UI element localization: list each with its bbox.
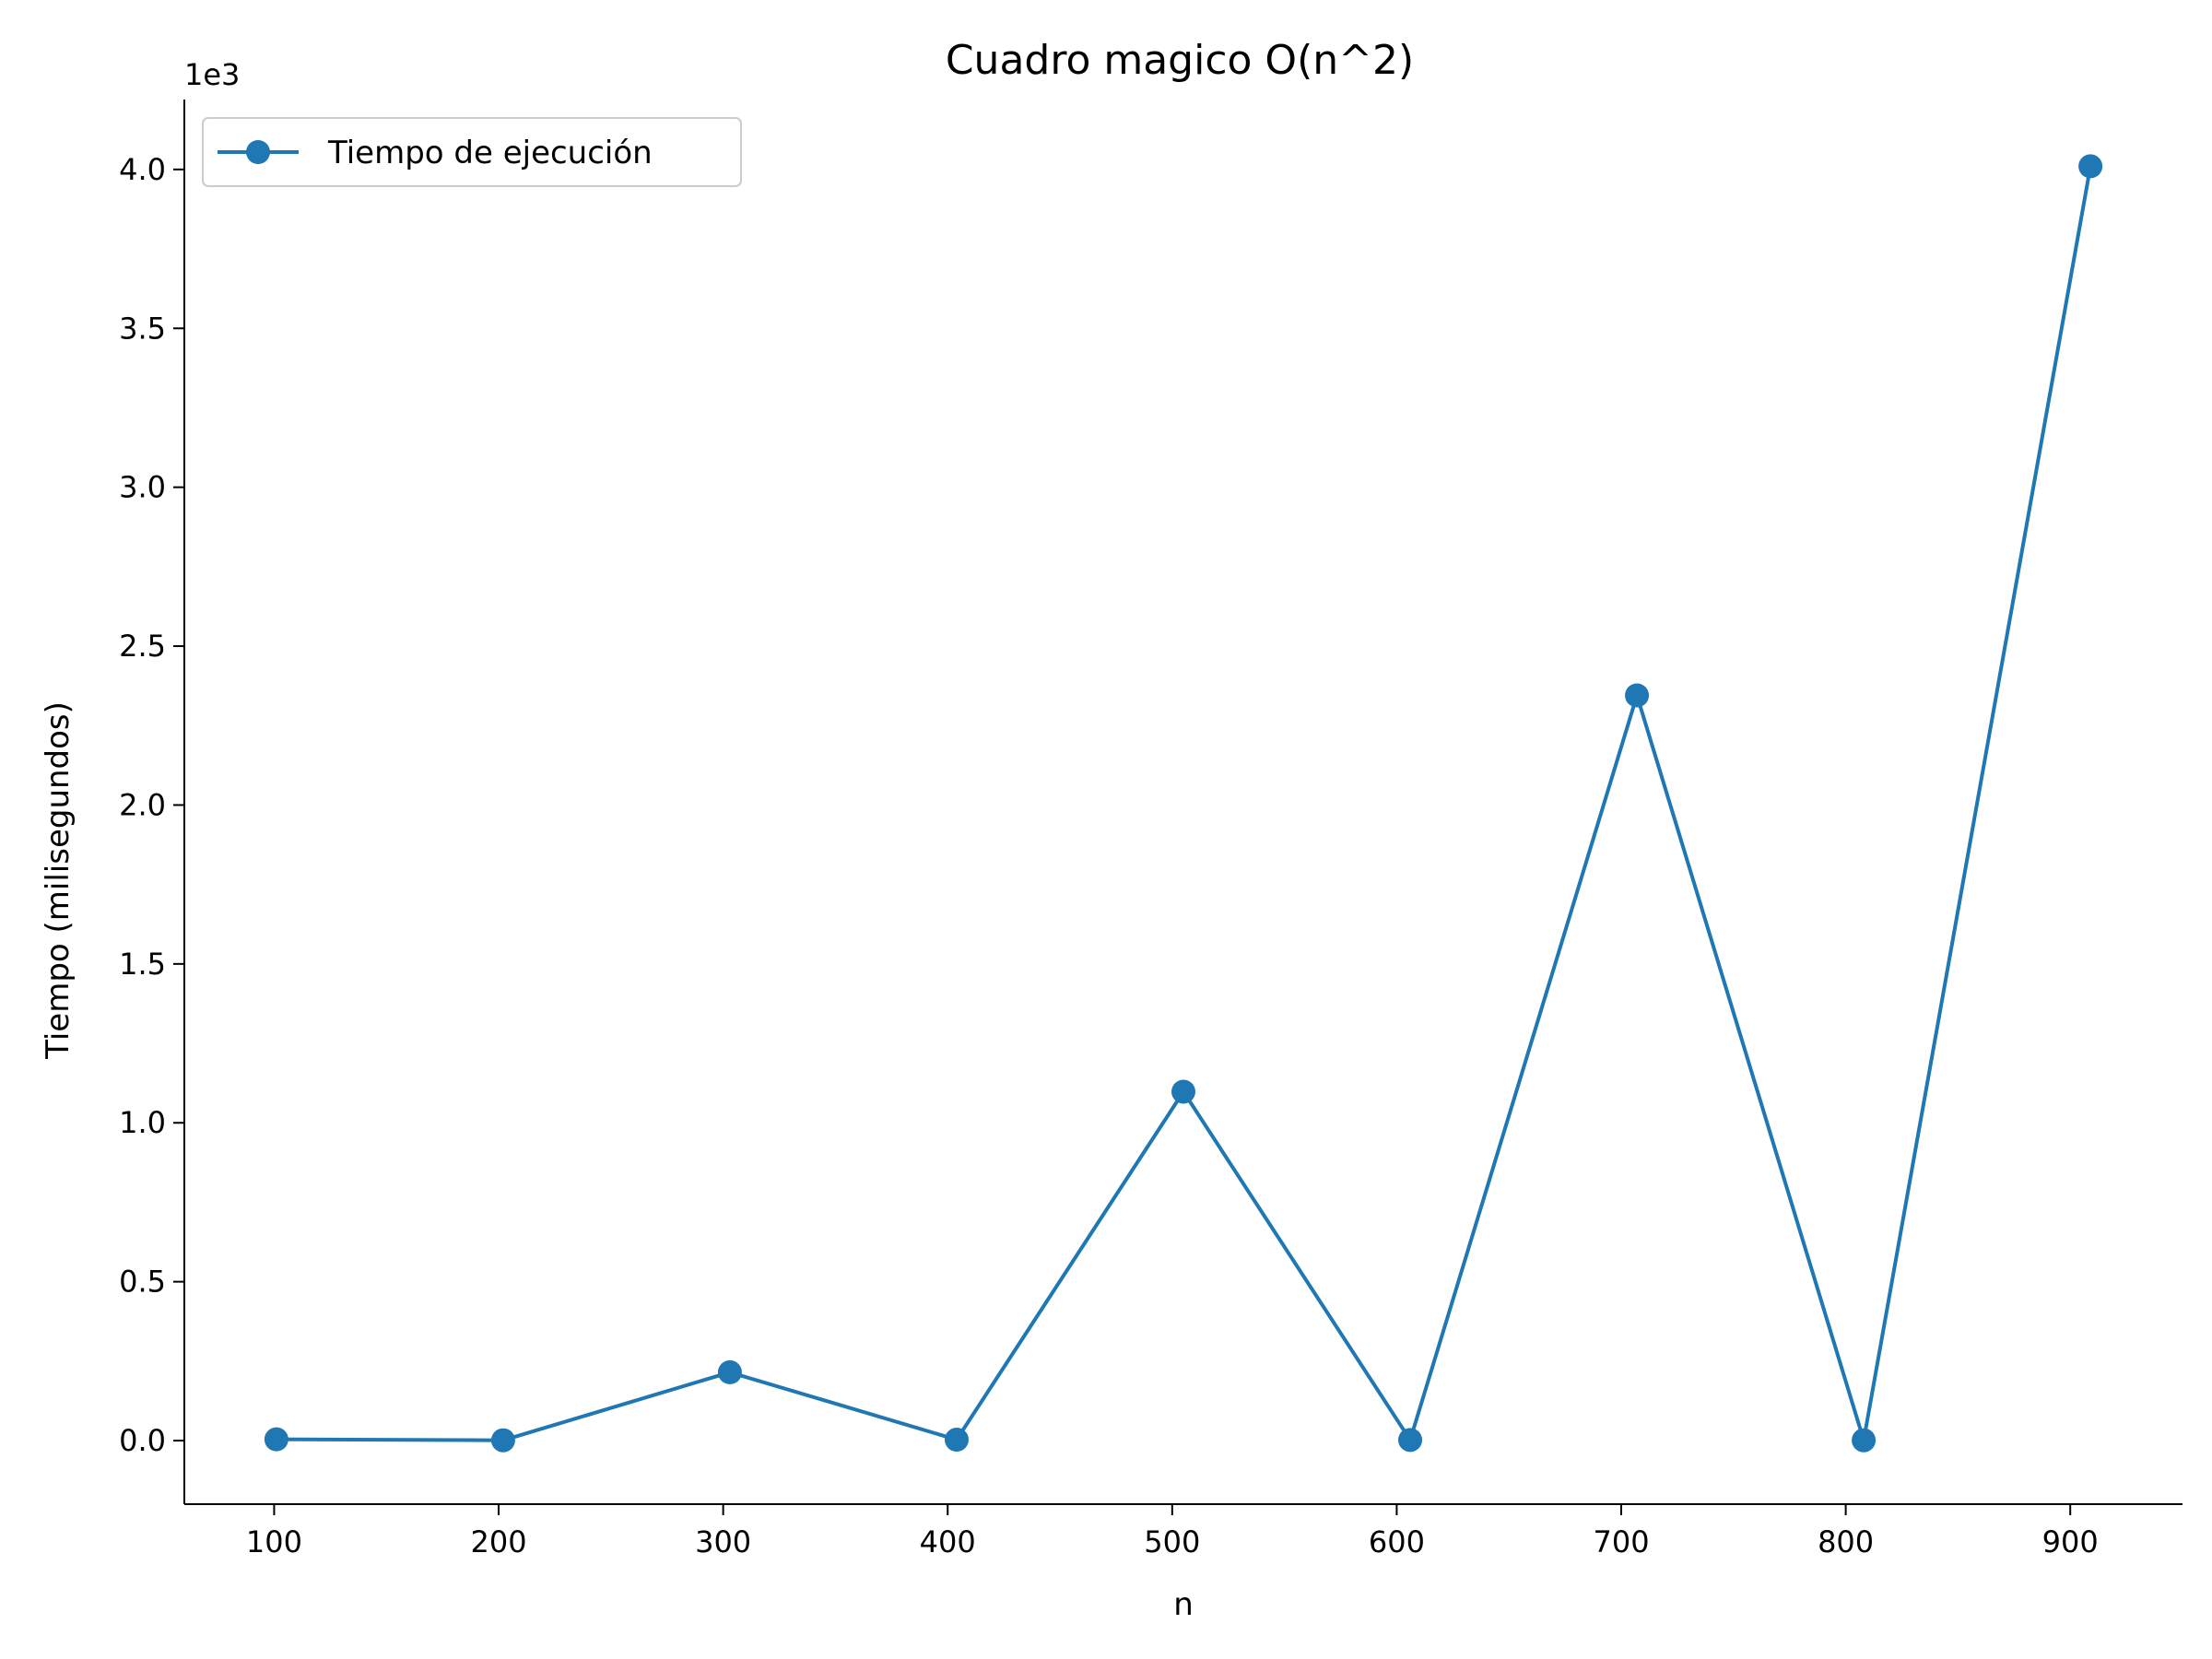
y-axis-title: Tiempo (milisegundos) bbox=[40, 701, 76, 1060]
y-tick-label: 0.0 bbox=[119, 1423, 166, 1458]
legend-label: Tiempo de ejecución bbox=[327, 135, 653, 171]
x-tick-label: 200 bbox=[470, 1524, 526, 1559]
legend-frame bbox=[202, 117, 742, 187]
x-tick-label: 900 bbox=[2042, 1524, 2099, 1559]
x-axis-ticks: 100 200 300 400 500 600 700 800 900 bbox=[246, 1504, 2099, 1559]
data-point bbox=[1171, 1079, 1195, 1104]
y-axis-offset-label: 1e3 bbox=[184, 57, 240, 92]
data-point bbox=[490, 1428, 515, 1453]
x-tick-label: 500 bbox=[1144, 1524, 1200, 1559]
y-tick-label: 2.0 bbox=[119, 787, 166, 822]
data-point bbox=[2078, 154, 2103, 179]
data-point bbox=[264, 1427, 288, 1452]
data-point bbox=[1625, 683, 1650, 708]
x-tick-label: 700 bbox=[1593, 1524, 1649, 1559]
data-point bbox=[1398, 1428, 1423, 1453]
x-axis-title: n bbox=[1173, 1586, 1194, 1623]
chart-title: Cuadro magico O(n^2) bbox=[946, 37, 1414, 84]
data-point bbox=[717, 1359, 742, 1384]
y-axis-ticks: 0.0 0.5 1.0 1.5 2.0 2.5 3.0 3.5 4.0 bbox=[119, 152, 184, 1458]
legend: Tiempo de ejecución bbox=[202, 117, 742, 187]
y-tick-label: 2.5 bbox=[119, 629, 166, 664]
series-layer bbox=[264, 154, 2103, 1453]
series-line bbox=[276, 166, 2093, 1445]
x-tick-label: 800 bbox=[1818, 1524, 1874, 1559]
x-tick-label: 400 bbox=[920, 1524, 976, 1559]
data-point bbox=[944, 1428, 969, 1453]
y-tick-label: 3.0 bbox=[119, 470, 166, 505]
x-tick-label: 600 bbox=[1369, 1524, 1425, 1559]
y-tick-label: 0.5 bbox=[119, 1265, 166, 1300]
x-tick-label: 100 bbox=[246, 1524, 302, 1559]
y-tick-label: 3.5 bbox=[119, 311, 166, 346]
y-tick-label: 4.0 bbox=[119, 152, 166, 187]
x-tick-label: 300 bbox=[695, 1524, 751, 1559]
data-point bbox=[1852, 1428, 1877, 1453]
y-tick-label: 1.0 bbox=[119, 1105, 166, 1140]
y-tick-label: 1.5 bbox=[119, 947, 166, 982]
legend-marker bbox=[246, 140, 270, 164]
